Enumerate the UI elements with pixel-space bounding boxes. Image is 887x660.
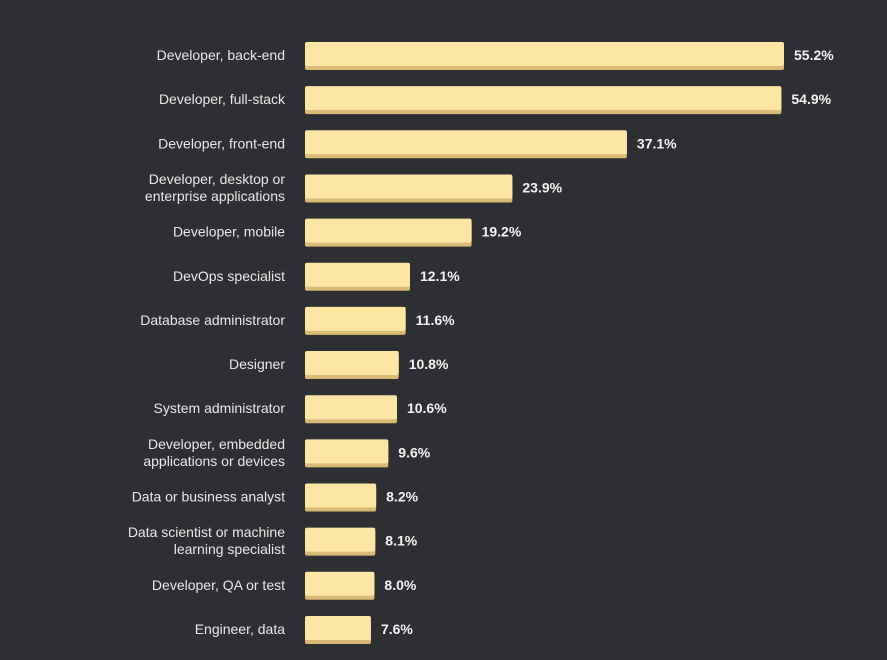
- bar: [305, 615, 371, 640]
- bar: [305, 86, 782, 111]
- bar: [305, 130, 627, 155]
- category-label-line: Developer, desktop or: [149, 171, 286, 187]
- category-label-line: Engineer, data: [195, 621, 286, 637]
- category-label-line: learning specialist: [174, 541, 285, 557]
- value-label: 10.6%: [407, 400, 447, 416]
- category-label-line: DevOps specialist: [173, 268, 285, 284]
- value-label: 11.6%: [416, 312, 455, 328]
- bar: [305, 571, 375, 596]
- value-label: 10.8%: [409, 356, 449, 372]
- bar: [305, 351, 399, 376]
- category-label: Engineer, data: [195, 621, 286, 637]
- category-label: Developer, full-stack: [159, 91, 286, 107]
- category-label-line: Developer, mobile: [173, 224, 285, 240]
- value-label: 55.2%: [794, 47, 834, 63]
- category-label: System administrator: [154, 400, 286, 416]
- bar: [305, 262, 410, 287]
- bar: [305, 174, 513, 199]
- category-label: Developer, front-end: [158, 135, 285, 151]
- category-label-line: Developer, front-end: [158, 135, 285, 151]
- bar-rows: 55.2% Developer, back-end 54.9% Developer, …: [128, 42, 834, 644]
- bar: [305, 218, 472, 243]
- category-label: Developer, QA or test: [152, 577, 285, 593]
- value-label: 19.2%: [482, 224, 522, 240]
- category-label: Developer, desktop or enterprise applicat…: [145, 171, 285, 204]
- value-label: 8.1%: [385, 533, 417, 549]
- category-label: Developer, back-end: [157, 47, 285, 63]
- category-label: Data scientist or machine learning specia…: [128, 524, 285, 557]
- category-label-line: Data or business analyst: [132, 489, 285, 505]
- category-label-line: Data scientist or machine: [128, 524, 285, 540]
- value-label: 54.9%: [791, 91, 831, 107]
- category-label-line: Developer, QA or test: [152, 577, 285, 593]
- category-label-line: enterprise applications: [145, 188, 285, 204]
- value-label: 8.0%: [384, 577, 416, 593]
- bar: [305, 483, 377, 508]
- value-label: 12.1%: [420, 268, 460, 284]
- category-label-line: Database administrator: [140, 312, 285, 328]
- value-label: 8.2%: [386, 489, 418, 505]
- category-label: DevOps specialist: [173, 268, 285, 284]
- category-label: Database administrator: [140, 312, 285, 328]
- bar: [305, 42, 784, 66]
- category-label-line: System administrator: [154, 400, 286, 416]
- category-label: Designer: [229, 356, 285, 372]
- category-label: Developer, embedded applications or devic…: [143, 436, 285, 469]
- bar: [305, 306, 406, 331]
- bar: [305, 395, 397, 420]
- value-label: 37.1%: [637, 135, 677, 151]
- category-label: Data or business analyst: [132, 489, 285, 505]
- bar: [305, 439, 389, 464]
- category-label-line: Developer, full-stack: [159, 91, 286, 107]
- category-label-line: Developer, embedded: [148, 436, 285, 452]
- value-label: 23.9%: [522, 179, 562, 195]
- category-label: Developer, mobile: [173, 224, 285, 240]
- value-label: 7.6%: [381, 621, 413, 637]
- category-label-line: applications or devices: [143, 453, 285, 469]
- category-label-line: Developer, back-end: [157, 47, 285, 63]
- category-label-line: Designer: [229, 356, 285, 372]
- value-label: 9.6%: [398, 444, 430, 460]
- bar: [305, 527, 376, 552]
